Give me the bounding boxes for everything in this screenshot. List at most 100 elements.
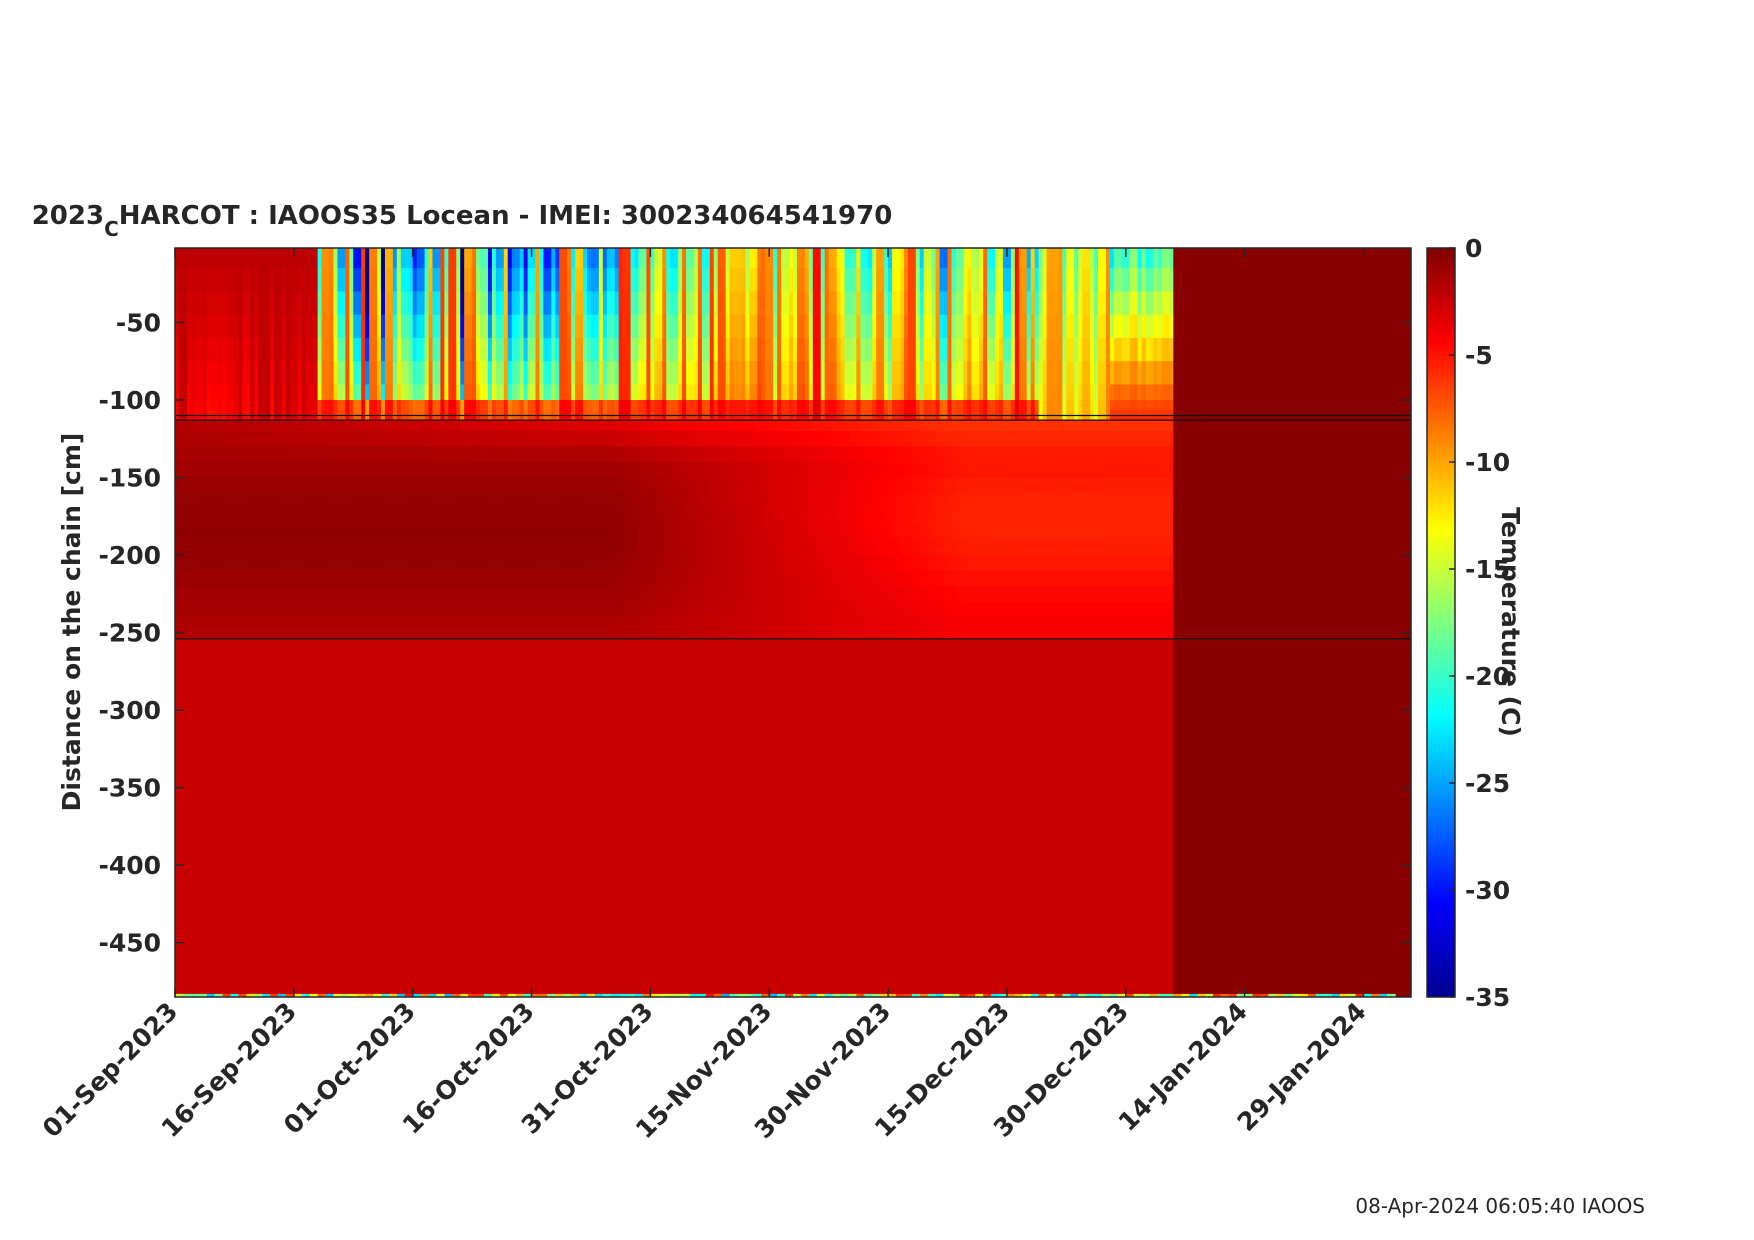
heatmap-cell bbox=[614, 570, 620, 587]
heatmap-cell bbox=[907, 586, 913, 603]
heatmap-cell bbox=[757, 462, 762, 479]
heatmap-cell bbox=[357, 493, 362, 510]
heatmap-cell bbox=[955, 384, 960, 401]
heatmap-cell bbox=[666, 415, 671, 421]
heatmap-cell bbox=[820, 384, 826, 401]
heatmap-cell bbox=[381, 268, 386, 293]
heatmap-cell bbox=[765, 601, 770, 618]
heatmap-cell bbox=[345, 555, 350, 572]
heatmap-cell bbox=[388, 570, 394, 587]
heatmap-cell bbox=[484, 570, 489, 587]
heatmap-cell bbox=[337, 248, 342, 269]
heatmap-cell bbox=[733, 555, 739, 572]
heatmap-cell bbox=[503, 586, 509, 603]
heatmap-cell bbox=[701, 570, 707, 587]
heatmap-cell bbox=[737, 399, 743, 410]
heatmap-cell bbox=[693, 415, 699, 421]
heatmap-cell bbox=[182, 268, 188, 293]
heatmap-cell bbox=[927, 420, 933, 432]
heatmap-cell bbox=[523, 508, 529, 525]
heatmap-cell bbox=[511, 524, 517, 541]
heatmap-cell bbox=[325, 638, 331, 997]
heatmap-cell bbox=[682, 337, 687, 362]
heatmap-cell bbox=[412, 415, 418, 421]
heatmap-cell bbox=[384, 361, 390, 386]
heatmap-cell bbox=[915, 477, 921, 494]
heatmap-cell bbox=[539, 493, 545, 510]
heatmap-cell bbox=[511, 586, 517, 603]
heatmap-cell bbox=[840, 524, 846, 541]
heatmap-cell bbox=[630, 524, 636, 541]
heatmap-cell bbox=[590, 361, 596, 386]
heatmap-cell bbox=[808, 420, 814, 432]
heatmap-cell bbox=[274, 493, 279, 510]
heatmap-cell bbox=[178, 430, 184, 448]
heatmap-cell bbox=[543, 638, 548, 997]
heatmap-cell bbox=[491, 524, 497, 541]
heatmap-cell bbox=[460, 248, 465, 269]
heatmap-cell bbox=[381, 314, 386, 339]
heatmap-cell bbox=[571, 617, 576, 640]
heatmap-cell bbox=[852, 361, 857, 386]
heatmap-cell bbox=[951, 570, 957, 587]
heatmap-cell bbox=[456, 415, 461, 421]
heatmap-cell bbox=[555, 446, 560, 463]
heatmap-cell bbox=[499, 462, 505, 479]
heatmap-cell bbox=[781, 477, 786, 494]
heatmap-cell bbox=[670, 638, 675, 997]
heatmap-cell bbox=[274, 415, 279, 421]
heatmap-cell bbox=[741, 477, 747, 494]
heatmap-cell bbox=[761, 337, 766, 362]
heatmap-cell bbox=[567, 617, 572, 640]
heatmap-cell bbox=[789, 617, 794, 640]
heatmap-cell bbox=[361, 446, 366, 463]
heatmap-cell bbox=[416, 361, 422, 386]
heatmap-cell bbox=[301, 617, 307, 640]
heatmap-cell bbox=[737, 508, 743, 525]
heatmap-cell bbox=[416, 430, 422, 448]
heatmap-cell bbox=[777, 601, 782, 618]
heatmap-cell bbox=[456, 570, 461, 587]
heatmap-cell bbox=[896, 291, 901, 316]
heatmap-cell bbox=[931, 384, 937, 401]
heatmap-cell bbox=[626, 384, 632, 401]
heatmap-cell bbox=[955, 493, 960, 510]
heatmap-cell bbox=[618, 268, 624, 293]
heatmap-cell bbox=[246, 477, 251, 494]
heatmap-cell bbox=[690, 508, 695, 525]
heatmap-cell bbox=[753, 555, 758, 572]
heatmap-cell bbox=[384, 524, 390, 541]
heatmap-cell bbox=[666, 446, 671, 463]
heatmap-cell bbox=[812, 361, 818, 386]
heatmap-cell bbox=[587, 409, 592, 417]
heatmap-cell bbox=[773, 337, 778, 362]
heatmap-cell bbox=[495, 268, 501, 293]
heatmap-cell bbox=[911, 477, 917, 494]
heatmap-cell bbox=[297, 337, 303, 362]
heatmap-cell bbox=[876, 399, 881, 410]
heatmap-cell bbox=[198, 361, 204, 386]
heatmap-cell bbox=[614, 248, 620, 269]
heatmap-cell bbox=[432, 291, 438, 316]
heatmap-cell bbox=[935, 268, 941, 293]
heatmap-cell bbox=[856, 291, 861, 316]
heatmap-cell bbox=[373, 493, 378, 510]
heatmap-cell bbox=[618, 601, 624, 618]
heatmap-cell bbox=[238, 399, 243, 410]
heatmap-cell bbox=[254, 430, 259, 448]
heatmap-cell bbox=[721, 638, 727, 997]
heatmap-cell bbox=[769, 638, 774, 997]
heatmap-cell bbox=[337, 415, 342, 421]
heatmap-cell bbox=[781, 638, 786, 997]
heatmap-cell bbox=[923, 268, 929, 293]
heatmap-cell bbox=[293, 617, 299, 640]
heatmap-cell bbox=[721, 493, 727, 510]
heatmap-cell bbox=[737, 570, 743, 587]
heatmap-cell bbox=[650, 248, 655, 269]
heatmap-cell bbox=[800, 409, 806, 417]
heatmap-cell bbox=[915, 415, 921, 421]
heatmap-cell bbox=[234, 446, 239, 463]
heatmap-cell bbox=[880, 420, 885, 432]
heatmap-cell bbox=[793, 415, 798, 421]
heatmap-cell bbox=[381, 337, 386, 362]
